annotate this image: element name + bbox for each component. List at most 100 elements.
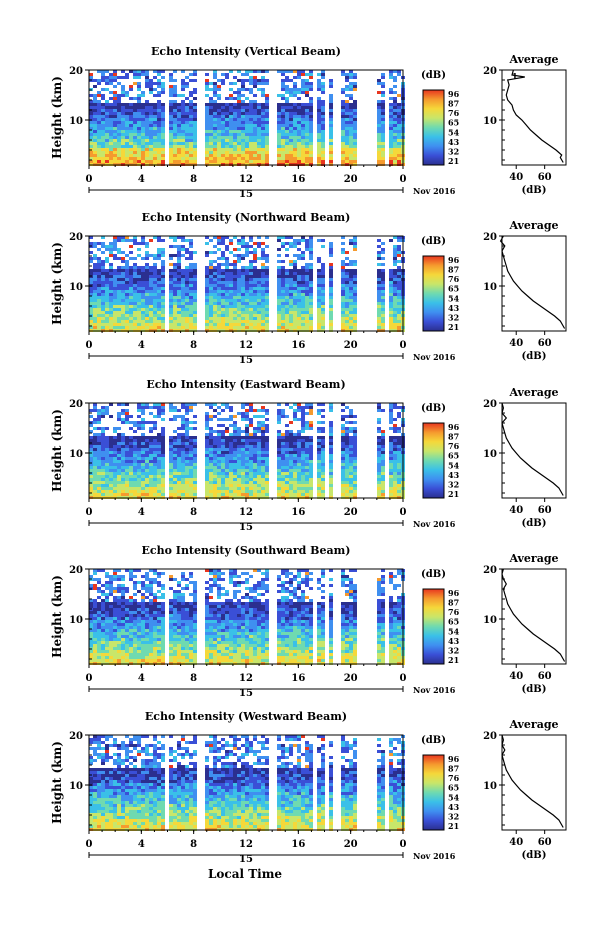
profile-title: Average — [508, 219, 558, 232]
x-tick-label: 20 — [344, 673, 358, 684]
colorbar-tick-label: 32 — [448, 811, 459, 821]
y-tick-label: 20 — [69, 399, 83, 410]
colorbar-unit: (dB) — [421, 569, 446, 580]
panel-title: Echo Intensity (Northward Beam) — [142, 211, 351, 224]
x-tick-label: 16 — [291, 507, 305, 518]
panel-title: Echo Intensity (Southward Beam) — [142, 544, 351, 557]
colorbar — [422, 588, 445, 665]
profile-x-tick-label: 60 — [538, 172, 552, 183]
date-bar-label: 15 — [239, 688, 253, 699]
profile-y-tick-label: 20 — [483, 565, 497, 576]
heatmap-image — [89, 236, 405, 332]
profile-x-tick-label: 60 — [538, 671, 552, 682]
x-tick-label: 12 — [239, 673, 253, 684]
x-tick-label: 20 — [344, 340, 358, 351]
x-tick-label: 20 — [344, 174, 358, 185]
profile-x-tick-label: 40 — [509, 837, 523, 848]
y-tick-label: 20 — [69, 731, 83, 742]
x-tick-label: 0 — [86, 839, 93, 850]
y-axis-label: Height (km) — [50, 76, 64, 159]
x-tick-label: 0 — [400, 673, 407, 684]
date-label: Nov 2016 — [413, 519, 456, 529]
heatmap-image — [89, 735, 405, 831]
colorbar-tick-label: 32 — [448, 312, 459, 322]
profile-x-label: (dB) — [522, 518, 547, 529]
profile-line — [505, 69, 564, 163]
colorbar-tick-label: 96 — [448, 588, 460, 598]
colorbar-tick-label: 96 — [448, 255, 460, 265]
colorbar-tick-label: 21 — [448, 489, 459, 499]
y-tick-label: 10 — [69, 781, 83, 792]
colorbar-tick-label: 43 — [448, 636, 460, 646]
profile-x-tick-label: 60 — [538, 505, 552, 516]
profile-annotation: 1 — [512, 71, 518, 81]
x-tick-label: 12 — [239, 174, 253, 185]
colorbar-tick-label: 32 — [448, 479, 459, 489]
profile-y-tick-label: 20 — [483, 399, 497, 410]
x-tick-label: 4 — [138, 507, 145, 518]
colorbar-tick-label: 96 — [448, 754, 460, 764]
panel-title: Echo Intensity (Westward Beam) — [145, 710, 347, 723]
x-tick-label: 20 — [344, 507, 358, 518]
profile-y-tick-label: 10 — [483, 781, 497, 792]
x-tick-label: 8 — [190, 174, 197, 185]
x-tick-label: 8 — [190, 340, 197, 351]
colorbar-tick-label: 43 — [448, 303, 460, 313]
profile-x-label: (dB) — [522, 185, 547, 196]
profile-line — [501, 568, 566, 662]
colorbar — [422, 754, 445, 831]
colorbar-unit: (dB) — [421, 403, 446, 414]
y-tick-label: 20 — [69, 232, 83, 243]
y-axis-label: Height (km) — [50, 409, 64, 492]
date-label: Nov 2016 — [413, 186, 456, 196]
profile-frame — [501, 69, 567, 166]
panel-5: Echo Intensity (Westward Beam) 20 10 Height… — [50, 710, 567, 865]
x-tick-label: 8 — [190, 839, 197, 850]
heatmap-image — [89, 569, 405, 665]
profile-frame — [501, 235, 567, 332]
colorbar-tick-label: 65 — [448, 617, 459, 627]
x-tick-label: 0 — [86, 507, 93, 518]
profile-x-tick-label: 40 — [509, 172, 523, 183]
colorbar-tick-label: 96 — [448, 422, 460, 432]
date-label: Nov 2016 — [413, 685, 456, 695]
x-axis-label: Local Time — [208, 867, 282, 881]
x-tick-label: 16 — [291, 340, 305, 351]
colorbar-tick-label: 21 — [448, 655, 459, 665]
y-tick-label: 20 — [69, 66, 83, 77]
profile-line — [499, 235, 566, 329]
profile-y-tick-label: 10 — [483, 615, 497, 626]
profile-frame — [501, 734, 567, 831]
colorbar-tick-label: 87 — [448, 598, 459, 608]
profile-y-tick-label: 20 — [483, 232, 497, 243]
profile-line — [501, 734, 564, 828]
profile-x-label: (dB) — [522, 351, 547, 362]
y-tick-label: 20 — [69, 565, 83, 576]
colorbar-tick-label: 43 — [448, 137, 460, 147]
panel-4: Echo Intensity (Southward Beam) 20 10 Heigh… — [50, 544, 567, 699]
profile-title: Average — [508, 718, 558, 731]
panel-title: Echo Intensity (Vertical Beam) — [151, 45, 341, 58]
colorbar-tick-label: 65 — [448, 451, 459, 461]
colorbar-tick-label: 54 — [448, 127, 460, 137]
colorbar-tick-label: 87 — [448, 432, 459, 442]
profile-y-tick-label: 10 — [483, 116, 497, 127]
panel-1: Echo Intensity (Vertical Beam) 20 10 Height… — [50, 45, 567, 200]
x-tick-label: 8 — [190, 673, 197, 684]
colorbar-tick-label: 76 — [448, 773, 460, 783]
x-tick-label: 12 — [239, 839, 253, 850]
colorbar-tick-label: 87 — [448, 764, 459, 774]
x-tick-label: 16 — [291, 174, 305, 185]
profile-y-tick-label: 10 — [483, 282, 497, 293]
x-tick-label: 0 — [86, 340, 93, 351]
colorbar-tick-label: 21 — [448, 156, 459, 166]
colorbar-tick-label: 76 — [448, 274, 460, 284]
profile-x-tick-label: 40 — [509, 671, 523, 682]
colorbar-tick-label: 76 — [448, 607, 460, 617]
x-tick-label: 16 — [291, 839, 305, 850]
profile-y-tick-label: 20 — [483, 66, 497, 77]
colorbar-unit: (dB) — [421, 735, 446, 746]
colorbar-tick-label: 21 — [448, 821, 459, 831]
date-label: Nov 2016 — [413, 851, 456, 861]
x-tick-label: 4 — [138, 174, 145, 185]
